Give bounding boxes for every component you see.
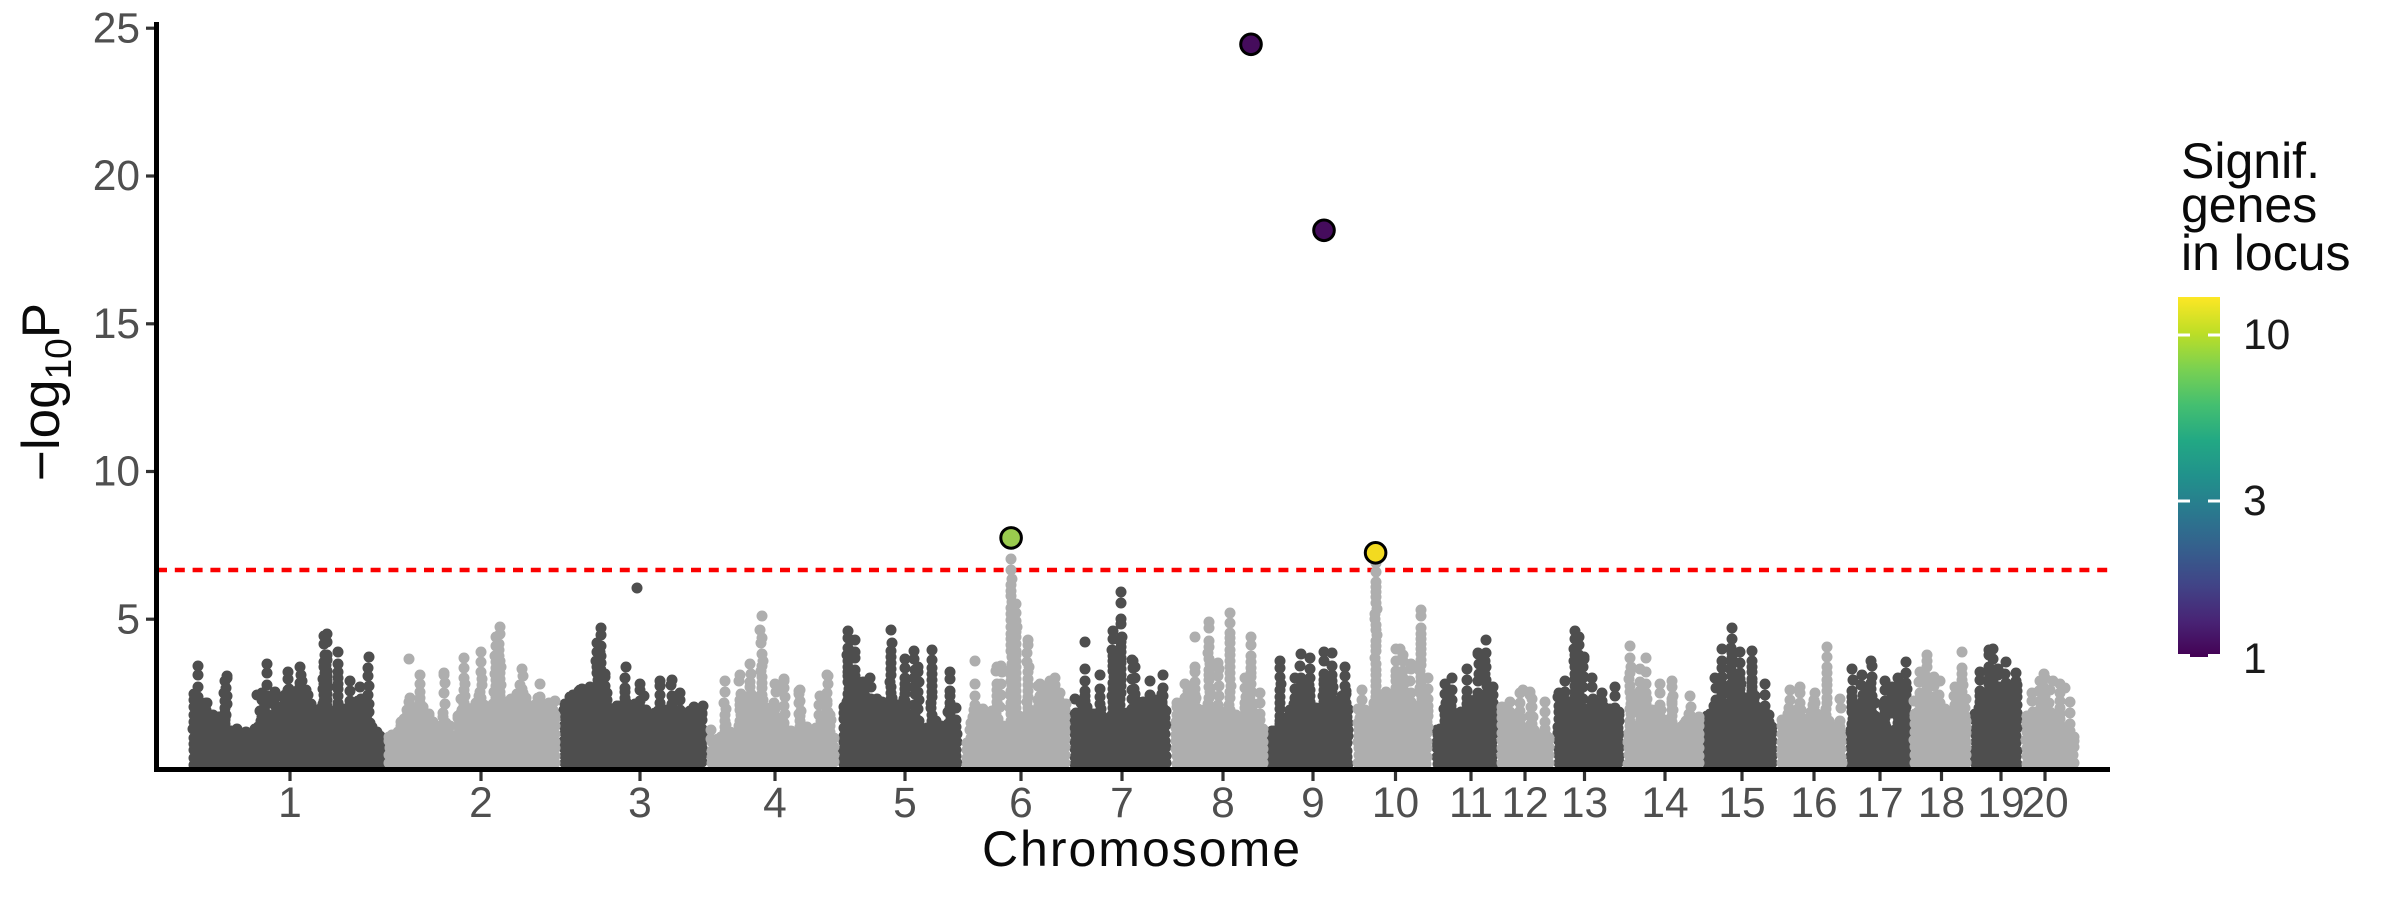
svg-text:16: 16 bbox=[1790, 780, 1837, 827]
svg-text:20: 20 bbox=[2021, 780, 2068, 827]
svg-text:5: 5 bbox=[893, 780, 917, 827]
svg-text:10: 10 bbox=[93, 449, 140, 496]
svg-text:10: 10 bbox=[1372, 780, 1419, 827]
svg-text:13: 13 bbox=[1561, 780, 1608, 827]
svg-text:8: 8 bbox=[1211, 780, 1235, 827]
svg-text:15: 15 bbox=[93, 301, 140, 348]
svg-text:4: 4 bbox=[763, 780, 787, 827]
svg-text:5: 5 bbox=[116, 597, 140, 644]
svg-text:9: 9 bbox=[1301, 780, 1325, 827]
svg-text:25: 25 bbox=[93, 6, 140, 53]
svg-text:14: 14 bbox=[1641, 780, 1688, 827]
svg-text:genes: genes bbox=[2181, 177, 2317, 233]
svg-text:19: 19 bbox=[1977, 780, 2024, 827]
svg-text:Chromosome: Chromosome bbox=[982, 821, 1302, 877]
svg-text:15: 15 bbox=[1718, 780, 1765, 827]
svg-text:3: 3 bbox=[628, 780, 652, 827]
svg-text:20: 20 bbox=[93, 153, 140, 200]
svg-text:7: 7 bbox=[1110, 780, 1134, 827]
svg-text:10: 10 bbox=[2243, 312, 2290, 359]
svg-text:in locus: in locus bbox=[2181, 225, 2351, 281]
svg-text:−log10P: −log10P bbox=[12, 303, 79, 481]
svg-text:6: 6 bbox=[1009, 780, 1033, 827]
svg-text:1: 1 bbox=[2243, 636, 2267, 683]
svg-text:3: 3 bbox=[2243, 478, 2267, 525]
svg-text:17: 17 bbox=[1856, 780, 1903, 827]
svg-text:18: 18 bbox=[1918, 780, 1965, 827]
svg-text:1: 1 bbox=[278, 780, 302, 827]
svg-text:11: 11 bbox=[1449, 780, 1493, 827]
svg-text:Signif.: Signif. bbox=[2181, 133, 2320, 189]
svg-text:2: 2 bbox=[469, 780, 493, 827]
svg-text:12: 12 bbox=[1501, 780, 1548, 827]
